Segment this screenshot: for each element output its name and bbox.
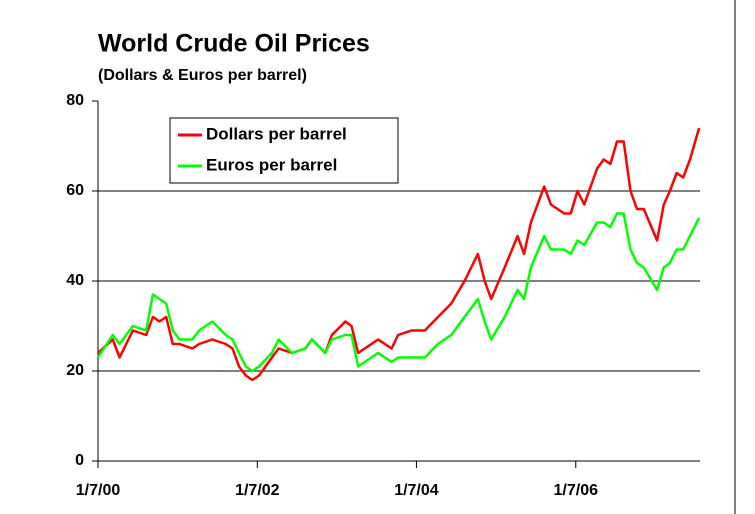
x-tick-label: 1/7/06: [554, 482, 599, 499]
y-tick-label: 20: [66, 362, 84, 379]
chart-subtitle: (Dollars & Euros per barrel): [98, 67, 307, 84]
y-tick-label: 0: [75, 452, 84, 469]
x-tick-label: 1/7/04: [394, 482, 439, 499]
y-tick-label: 80: [66, 92, 84, 109]
series-line: [97, 127, 701, 382]
y-tick-label: 40: [66, 272, 84, 289]
series-line: [96, 212, 701, 373]
legend-label: Dollars per barrel: [206, 124, 347, 143]
x-tick-label: 1/7/02: [235, 482, 280, 499]
legend-box: [169, 117, 399, 184]
chart-title: World Crude Oil Prices: [98, 30, 370, 58]
legend-label: Euros per barrel: [206, 155, 337, 174]
x-tick-label: 1/7/00: [76, 482, 121, 499]
y-tick-label: 60: [66, 182, 84, 199]
